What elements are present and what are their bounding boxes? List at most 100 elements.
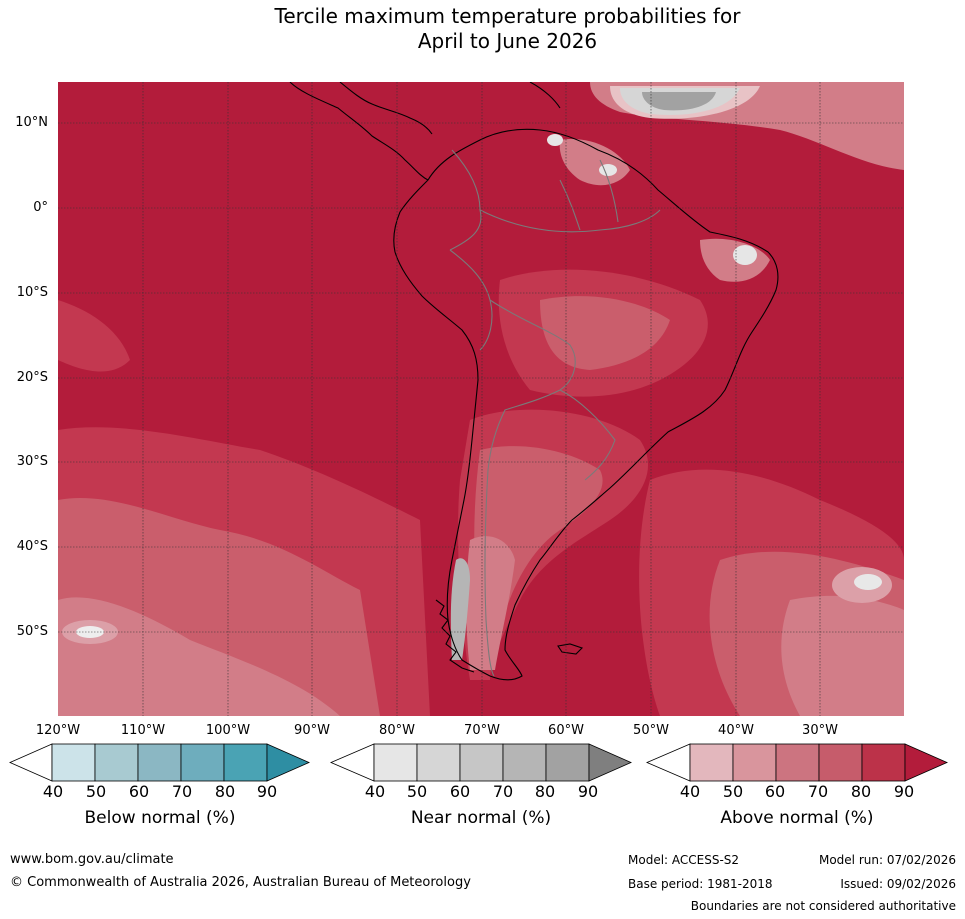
field-patch-50s-115w-core <box>76 626 104 638</box>
colorbar-segment-60-70 <box>459 743 504 782</box>
colorbar-segment-min <box>645 743 691 782</box>
cbar-above-tick-80: 80 <box>850 782 872 801</box>
cbar-below-tick-40: 40 <box>42 782 64 801</box>
lat-label-10s: 10°S <box>16 285 48 300</box>
colorbar-segment-40-50 <box>689 743 734 782</box>
colorbar-segment-min <box>9 743 53 782</box>
border-3 <box>449 249 493 351</box>
coastline-chile-islands <box>435 599 475 673</box>
border-8 <box>559 179 581 231</box>
colorbar-segment-80-90 <box>861 743 906 782</box>
colorbar-segment-80-90 <box>223 743 268 782</box>
graticule <box>58 82 904 716</box>
map-field <box>58 82 904 716</box>
country-borders <box>449 149 661 677</box>
colorbar-segment-70-80 <box>180 743 225 782</box>
lat-label-30s: 30°S <box>16 454 48 469</box>
land-northeast-brazil-near <box>733 245 757 265</box>
footer-issued: Issued: 09/02/2026 <box>840 877 956 891</box>
lon-label-60w: 60°W <box>548 723 584 738</box>
coastlines <box>289 82 779 681</box>
colorbar-above-normal <box>645 743 948 782</box>
chart-title: Tercile maximum temperature probabilitie… <box>0 4 965 54</box>
footer-website: www.bom.gov.au/climate <box>10 852 174 867</box>
border-5 <box>487 389 561 471</box>
lat-label-20s: 20°S <box>16 370 48 385</box>
cbar-above-tick-70: 70 <box>807 782 829 801</box>
colorbar-segment-50-60 <box>94 743 139 782</box>
colorbar-segment-60-70 <box>775 743 820 782</box>
footer-copyright: © Commonwealth of Australia 2026, Austra… <box>10 875 471 890</box>
footer-base-period: Base period: 1981-2018 <box>628 877 773 891</box>
lon-label-120w: 120°W <box>35 723 81 738</box>
coastline-south-america <box>393 128 779 681</box>
cbar-near-tick-70: 70 <box>492 782 514 801</box>
lon-label-50w: 50°W <box>633 723 669 738</box>
coastline-cuba-caribbean <box>529 82 561 109</box>
colorbar-segment-70-80 <box>502 743 547 782</box>
colorbar-below-normal <box>9 743 310 782</box>
cbar-below-tick-70: 70 <box>171 782 193 801</box>
lon-label-40w: 40°W <box>718 723 754 738</box>
border-1 <box>449 149 482 251</box>
cbar-below-tick-90: 90 <box>256 782 278 801</box>
field-patch-45s-25w-core <box>854 574 882 590</box>
border-4 <box>489 299 576 391</box>
cbar-below-tick-80: 80 <box>214 782 236 801</box>
colorbar-near-title: Near normal (%) <box>410 808 552 828</box>
cbar-near-tick-50: 50 <box>406 782 428 801</box>
colorbar-segment-80-90 <box>545 743 590 782</box>
colorbar-above-title: Above normal (%) <box>720 808 874 828</box>
border-6 <box>484 469 495 677</box>
lon-label-70w: 70°W <box>464 723 500 738</box>
field-north-atlantic-near-dark <box>642 92 716 111</box>
colorbar-near-normal <box>329 743 632 782</box>
lon-label-110w: 110°W <box>120 723 166 738</box>
cbar-above-tick-50: 50 <box>722 782 744 801</box>
colorbar-segment-50-60 <box>416 743 461 782</box>
title-line-2: April to June 2026 <box>417 29 598 53</box>
land-brazil-central-light <box>540 296 670 370</box>
border-9 <box>599 159 619 223</box>
cbar-below-tick-60: 60 <box>128 782 150 801</box>
field-west-band <box>58 300 130 372</box>
lon-label-30w: 30°W <box>802 723 838 738</box>
colorbar-segment-max <box>904 743 948 782</box>
lon-label-80w: 80°W <box>379 723 415 738</box>
land-andes-near <box>450 558 470 660</box>
colorbar-segment-70-80 <box>818 743 863 782</box>
colorbar-segment-max <box>266 743 310 782</box>
land-patagonia-light <box>466 536 515 670</box>
land-venezuela-near <box>547 134 563 146</box>
cbar-near-tick-80: 80 <box>534 782 556 801</box>
footer-model: Model: ACCESS-S2 <box>628 853 740 867</box>
cbar-near-tick-40: 40 <box>364 782 386 801</box>
lat-label-0: 0° <box>33 200 48 215</box>
colorbar-segment-40-50 <box>51 743 96 782</box>
colorbar-segment-60-70 <box>137 743 182 782</box>
land-guiana-near <box>599 164 617 176</box>
colorbar-segment-40-50 <box>373 743 418 782</box>
cbar-above-tick-90: 90 <box>893 782 915 801</box>
lon-label-90w: 90°W <box>294 723 330 738</box>
lon-label-100w: 100°W <box>205 723 251 738</box>
cbar-above-tick-60: 60 <box>764 782 786 801</box>
cbar-below-tick-50: 50 <box>85 782 107 801</box>
coastline-central-america <box>289 82 429 181</box>
lat-label-50s: 50°S <box>16 624 48 639</box>
lat-label-40s: 40°S <box>16 539 48 554</box>
footer-model-run: Model run: 07/02/2026 <box>818 853 956 867</box>
footer-disclaimer: Boundaries are not considered authoritat… <box>690 899 956 913</box>
coastline-central-america-north <box>339 82 433 135</box>
colorbar-segment-50-60 <box>732 743 777 782</box>
colorbar-segment-max <box>588 743 632 782</box>
colorbar-segment-min <box>329 743 375 782</box>
cbar-above-tick-40: 40 <box>679 782 701 801</box>
colorbar-below-title: Below normal (%) <box>84 808 236 828</box>
field-southwest-ocean-light <box>58 597 340 716</box>
cbar-near-tick-60: 60 <box>449 782 471 801</box>
border-2 <box>479 209 661 233</box>
coastline-falklands <box>557 643 584 655</box>
